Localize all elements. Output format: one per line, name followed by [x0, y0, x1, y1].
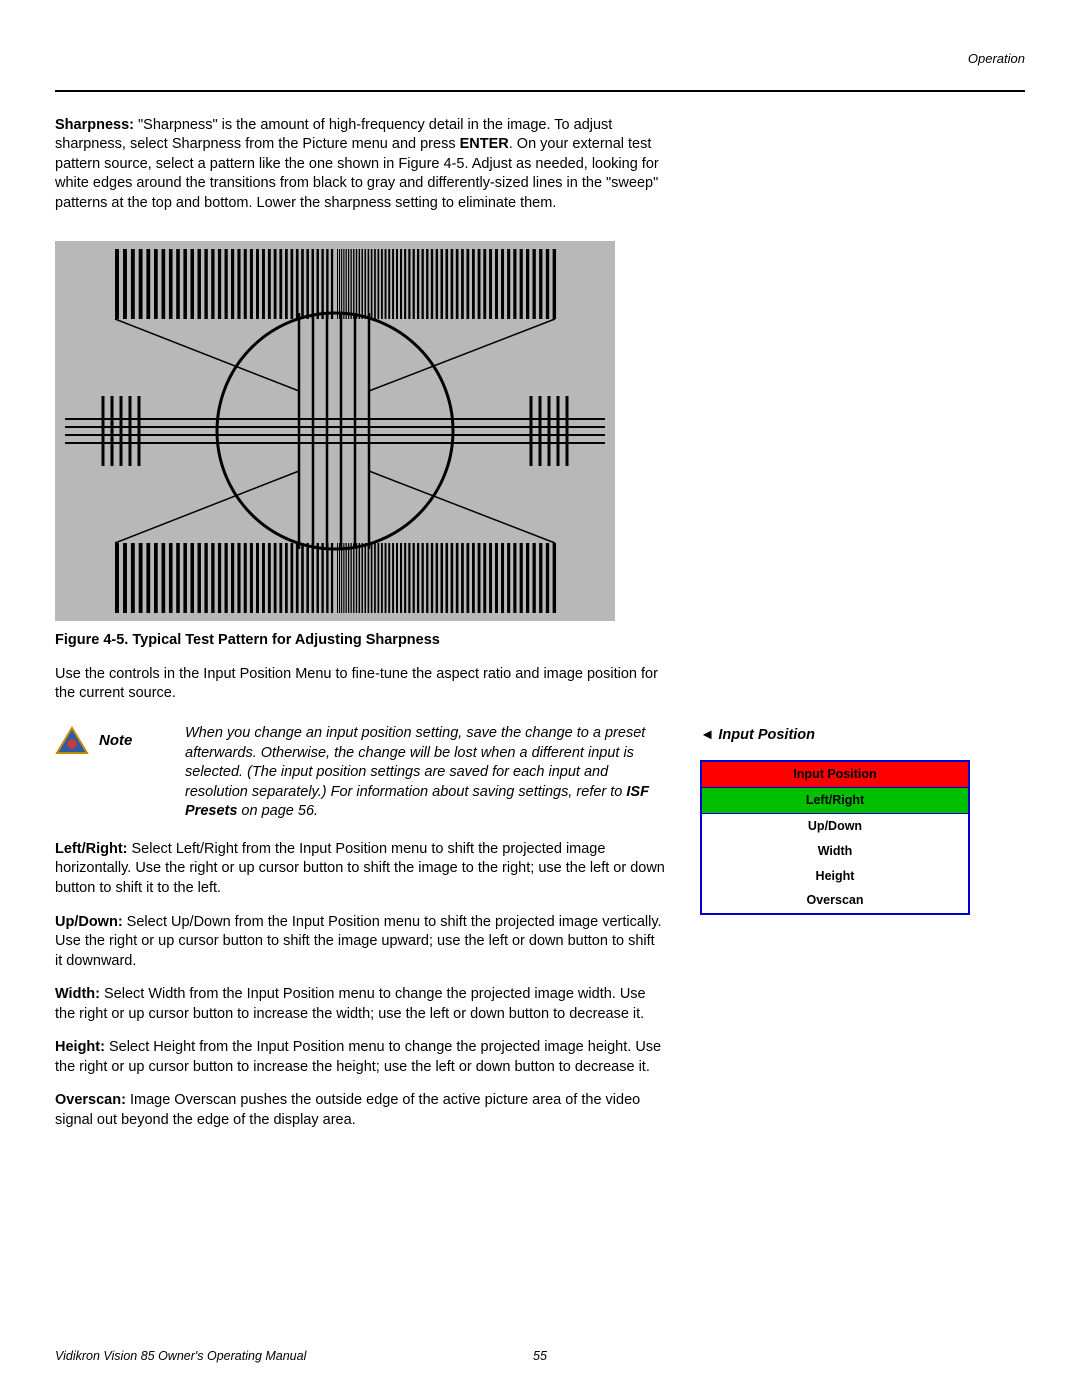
footer-page-number: 55 [533, 1348, 547, 1365]
width-text: Select Width from the Input Position men… [55, 986, 646, 1022]
note-triangle-icon [55, 726, 89, 756]
overscan-text: Image Overscan pushes the outside edge o… [55, 1092, 640, 1128]
note-text-2: on page 56. [237, 803, 318, 819]
header-section-label: Operation [55, 50, 1025, 68]
leftright-paragraph: Left/Right: Select Left/Right from the I… [55, 840, 665, 899]
height-text: Select Height from the Input Position me… [55, 1039, 661, 1075]
updown-label: Up/Down: [55, 914, 123, 930]
leftright-text: Select Left/Right from the Input Positio… [55, 841, 665, 896]
input-position-side-text: Input Position [718, 727, 815, 743]
menu-item-leftright: Left/Right [702, 788, 968, 814]
width-paragraph: Width: Select Width from the Input Posit… [55, 985, 665, 1024]
menu-item-overscan: Overscan [702, 888, 968, 913]
overscan-paragraph: Overscan: Image Overscan pushes the outs… [55, 1091, 665, 1130]
note-block: Note When you change an input position s… [55, 724, 665, 822]
updown-text: Select Up/Down from the Input Position m… [55, 914, 662, 969]
figure-caption: Figure 4-5. Typical Test Pattern for Adj… [55, 631, 665, 651]
test-pattern-figure [55, 241, 615, 621]
note-text-1: When you change an input position settin… [185, 725, 645, 800]
menu-item-height: Height [702, 864, 968, 889]
updown-paragraph: Up/Down: Select Up/Down from the Input P… [55, 913, 665, 972]
header-rule [55, 90, 1025, 92]
width-label: Width: [55, 986, 100, 1002]
height-label: Height: [55, 1039, 105, 1055]
overscan-label: Overscan: [55, 1092, 126, 1108]
input-position-side-label: ◄Input Position [700, 726, 815, 746]
menu-item-updown: Up/Down [702, 814, 968, 839]
height-paragraph: Height: Select Height from the Input Pos… [55, 1038, 665, 1077]
menu-item-width: Width [702, 839, 968, 864]
input-position-menu: Input Position Left/Right Up/Down Width … [700, 760, 970, 915]
input-position-intro: Use the controls in the Input Position M… [55, 665, 665, 704]
note-text: When you change an input position settin… [185, 724, 665, 822]
arrow-left-icon: ◄ [700, 726, 714, 746]
note-label: Note [99, 731, 132, 751]
enter-label: ENTER [460, 136, 509, 152]
leftright-label: Left/Right: [55, 841, 127, 857]
sharpness-paragraph: Sharpness: "Sharpness" is the amount of … [55, 116, 665, 214]
menu-header: Input Position [702, 762, 968, 788]
sharpness-label: Sharpness: [55, 117, 134, 133]
